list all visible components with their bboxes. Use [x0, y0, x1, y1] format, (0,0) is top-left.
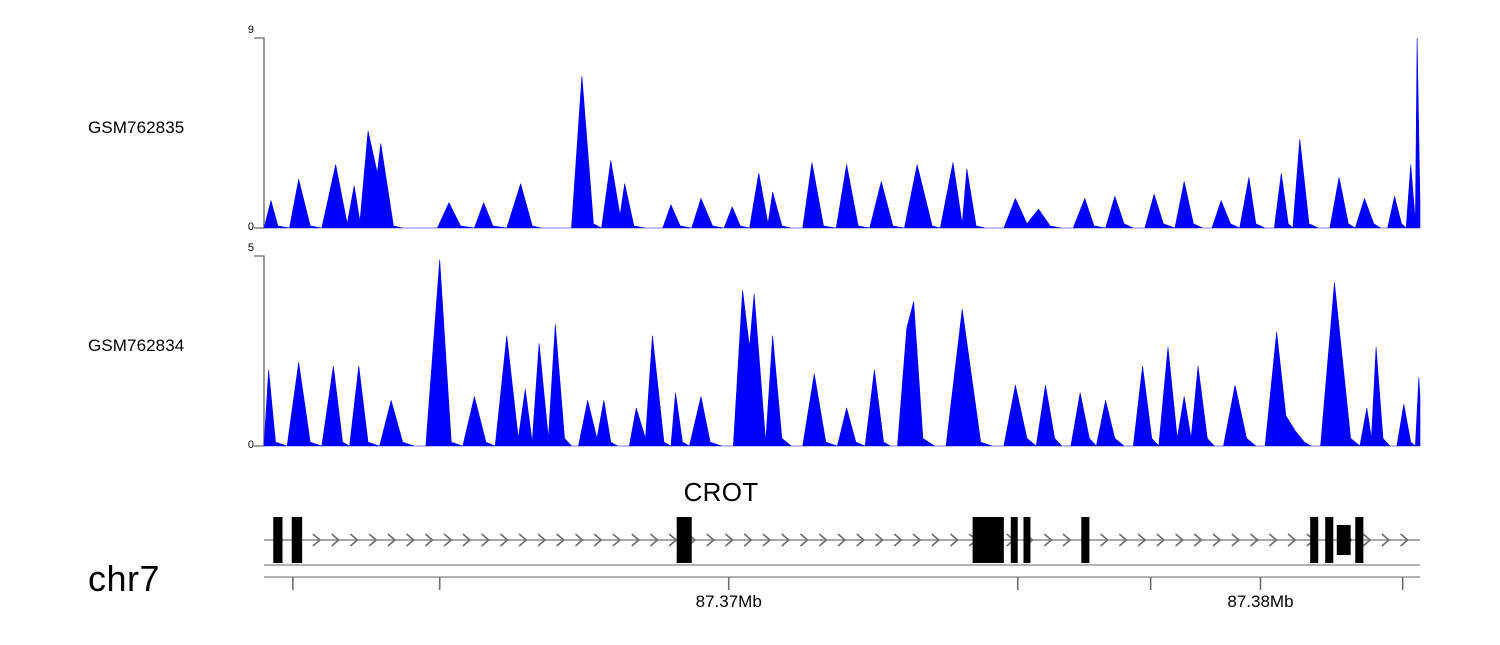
track1-axis-min: 0: [247, 439, 254, 451]
gene-annotation-track[interactable]: [0, 470, 1500, 570]
signal-track-gsm762834[interactable]: GSM762834 5 0: [0, 242, 1500, 454]
exon-block[interactable]: [1023, 517, 1031, 563]
track1-axis-max: 5: [247, 242, 254, 254]
exon-block[interactable]: [273, 517, 283, 563]
exon-block[interactable]: [1355, 517, 1364, 563]
axis-tick-label: 87.37Mb: [695, 592, 762, 611]
track-label-gsm762835: GSM762835: [88, 118, 185, 137]
exon-block[interactable]: [1081, 517, 1090, 563]
track1-plot-area: [252, 248, 1424, 454]
signal-profile-gsm762835: [254, 37, 1421, 229]
exon-block[interactable]: [972, 517, 1004, 563]
exon-block[interactable]: [291, 517, 303, 563]
track0-plot-area: [252, 30, 1424, 236]
exon-block[interactable]: [676, 517, 692, 563]
exon-block[interactable]: [1336, 525, 1351, 555]
coordinate-axis[interactable]: [0, 565, 1500, 640]
y-axis-bracket: [254, 37, 265, 229]
exon-block[interactable]: [1325, 517, 1334, 563]
track0-axis-max: 9: [247, 24, 254, 36]
coverage-area: [263, 37, 1421, 229]
track-label-gsm762834: GSM762834: [88, 336, 185, 355]
y-axis-bracket: [254, 255, 265, 447]
gene-name-label: CROT: [0, 477, 1500, 508]
coverage-area: [263, 259, 1421, 447]
exon-block[interactable]: [1310, 517, 1319, 563]
signal-profile-gsm762834: [254, 255, 1421, 447]
chromosome-label: chr7: [88, 558, 161, 599]
track0-axis-min: 0: [247, 221, 254, 233]
gene-name-text: CROT: [683, 477, 759, 507]
axis-tick-label: 87.38Mb: [1227, 592, 1294, 611]
exon-block[interactable]: [1010, 517, 1018, 563]
signal-track-gsm762835[interactable]: GSM762835 9 0: [0, 24, 1500, 236]
